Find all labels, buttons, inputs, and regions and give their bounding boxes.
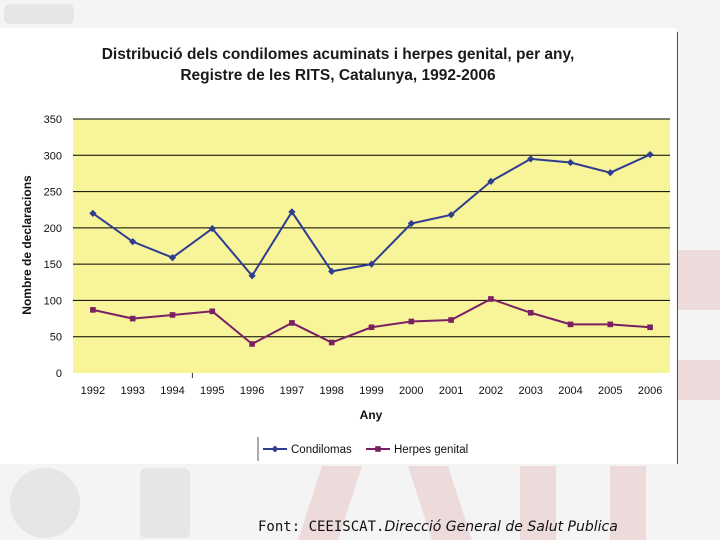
x-tick-label: 2004 [558, 385, 582, 397]
y-axis-ticks: 0 50 100 150 200 250 300 350 [44, 114, 62, 380]
y-axis-label: Nombre de declaracions [20, 175, 34, 315]
data-point [448, 317, 454, 323]
chart-title-line-1: Distribució dels condilomes acuminats i … [101, 46, 575, 63]
x-tick-label: 1993 [120, 385, 144, 397]
chart-title: Distribució dels condilomes acuminats i … [0, 44, 676, 86]
x-tick-label: 2000 [399, 385, 423, 397]
decoration-stripe [520, 466, 556, 540]
y-tick-label: 0 [56, 368, 62, 380]
source-footnote: Font: CEEISCAT.Direcció General de Salut… [258, 519, 618, 535]
y-tick-label: 150 [44, 259, 62, 271]
data-point [248, 272, 256, 280]
chart-title-line-2: Registre de les RITS, Catalunya, 1992-20… [180, 67, 496, 84]
data-point [249, 341, 255, 347]
legend-label: Herpes genital [394, 444, 468, 456]
data-point [606, 169, 614, 177]
data-point [447, 211, 455, 219]
x-tick-label: 1996 [240, 385, 264, 397]
data-point [90, 307, 96, 313]
source-organization: Direcció General de Salut Publica [384, 519, 618, 535]
decoration-stripe [678, 360, 720, 400]
decoration-shape [140, 468, 190, 538]
y-tick-label: 50 [50, 332, 62, 344]
legend-label: Condilomas [291, 444, 352, 456]
data-point [208, 224, 216, 233]
data-point [129, 315, 136, 322]
data-point [527, 155, 535, 163]
y-tick-label: 100 [44, 295, 62, 307]
series-2 [90, 296, 653, 347]
data-point [487, 177, 495, 186]
legend-marker [375, 446, 381, 452]
legend-marker [271, 445, 279, 453]
x-tick-label: 2006 [638, 385, 662, 397]
data-point [527, 309, 534, 316]
data-point [408, 318, 415, 325]
series-layer [89, 150, 654, 347]
data-point [646, 150, 654, 159]
data-point [209, 308, 216, 315]
data-point [89, 209, 97, 217]
x-axis-label: Any [360, 408, 383, 422]
source-prefix: Font: CEEISCAT. [258, 519, 385, 535]
data-point [647, 324, 653, 331]
decoration-stripe [678, 250, 720, 310]
y-tick-label: 200 [44, 223, 62, 235]
x-tick-label: 1994 [160, 385, 184, 397]
x-tick-label: 1995 [200, 385, 224, 397]
data-point [567, 321, 574, 328]
data-point [328, 267, 336, 275]
slide-divider [677, 32, 678, 464]
data-point [607, 321, 614, 328]
data-point [566, 158, 575, 167]
data-point [168, 254, 177, 262]
data-point [129, 238, 137, 246]
y-tick-label: 350 [44, 114, 62, 126]
data-point [368, 324, 375, 331]
data-point [328, 339, 335, 346]
y-tick-label: 250 [44, 187, 62, 199]
legend: Condilomas Herpes genital [257, 437, 468, 461]
data-point [289, 320, 295, 326]
y-tick-label: 300 [44, 150, 62, 162]
plot-area [73, 119, 670, 373]
decoration-shape [10, 468, 80, 538]
data-point [488, 296, 494, 302]
x-tick-label: 2002 [479, 385, 503, 397]
x-axis-ticks: 1992 1993 1994 1995 1996 1997 1998 1999 2000 2001… [81, 385, 663, 397]
x-tick-label: 1998 [319, 385, 343, 397]
data-point [407, 219, 415, 228]
x-tick-label: 2005 [598, 385, 622, 397]
decoration-stripe [610, 466, 646, 540]
x-tick-label: 1992 [81, 385, 105, 397]
x-tick-label: 1999 [359, 385, 383, 397]
data-point [169, 312, 176, 318]
series-1 [89, 150, 654, 280]
x-tick-label: 1997 [280, 385, 304, 397]
x-tick-label: 2001 [439, 385, 463, 397]
x-tick-label: 2003 [518, 385, 542, 397]
decoration-shape [4, 4, 74, 24]
data-point [367, 260, 376, 268]
data-point [288, 208, 296, 216]
